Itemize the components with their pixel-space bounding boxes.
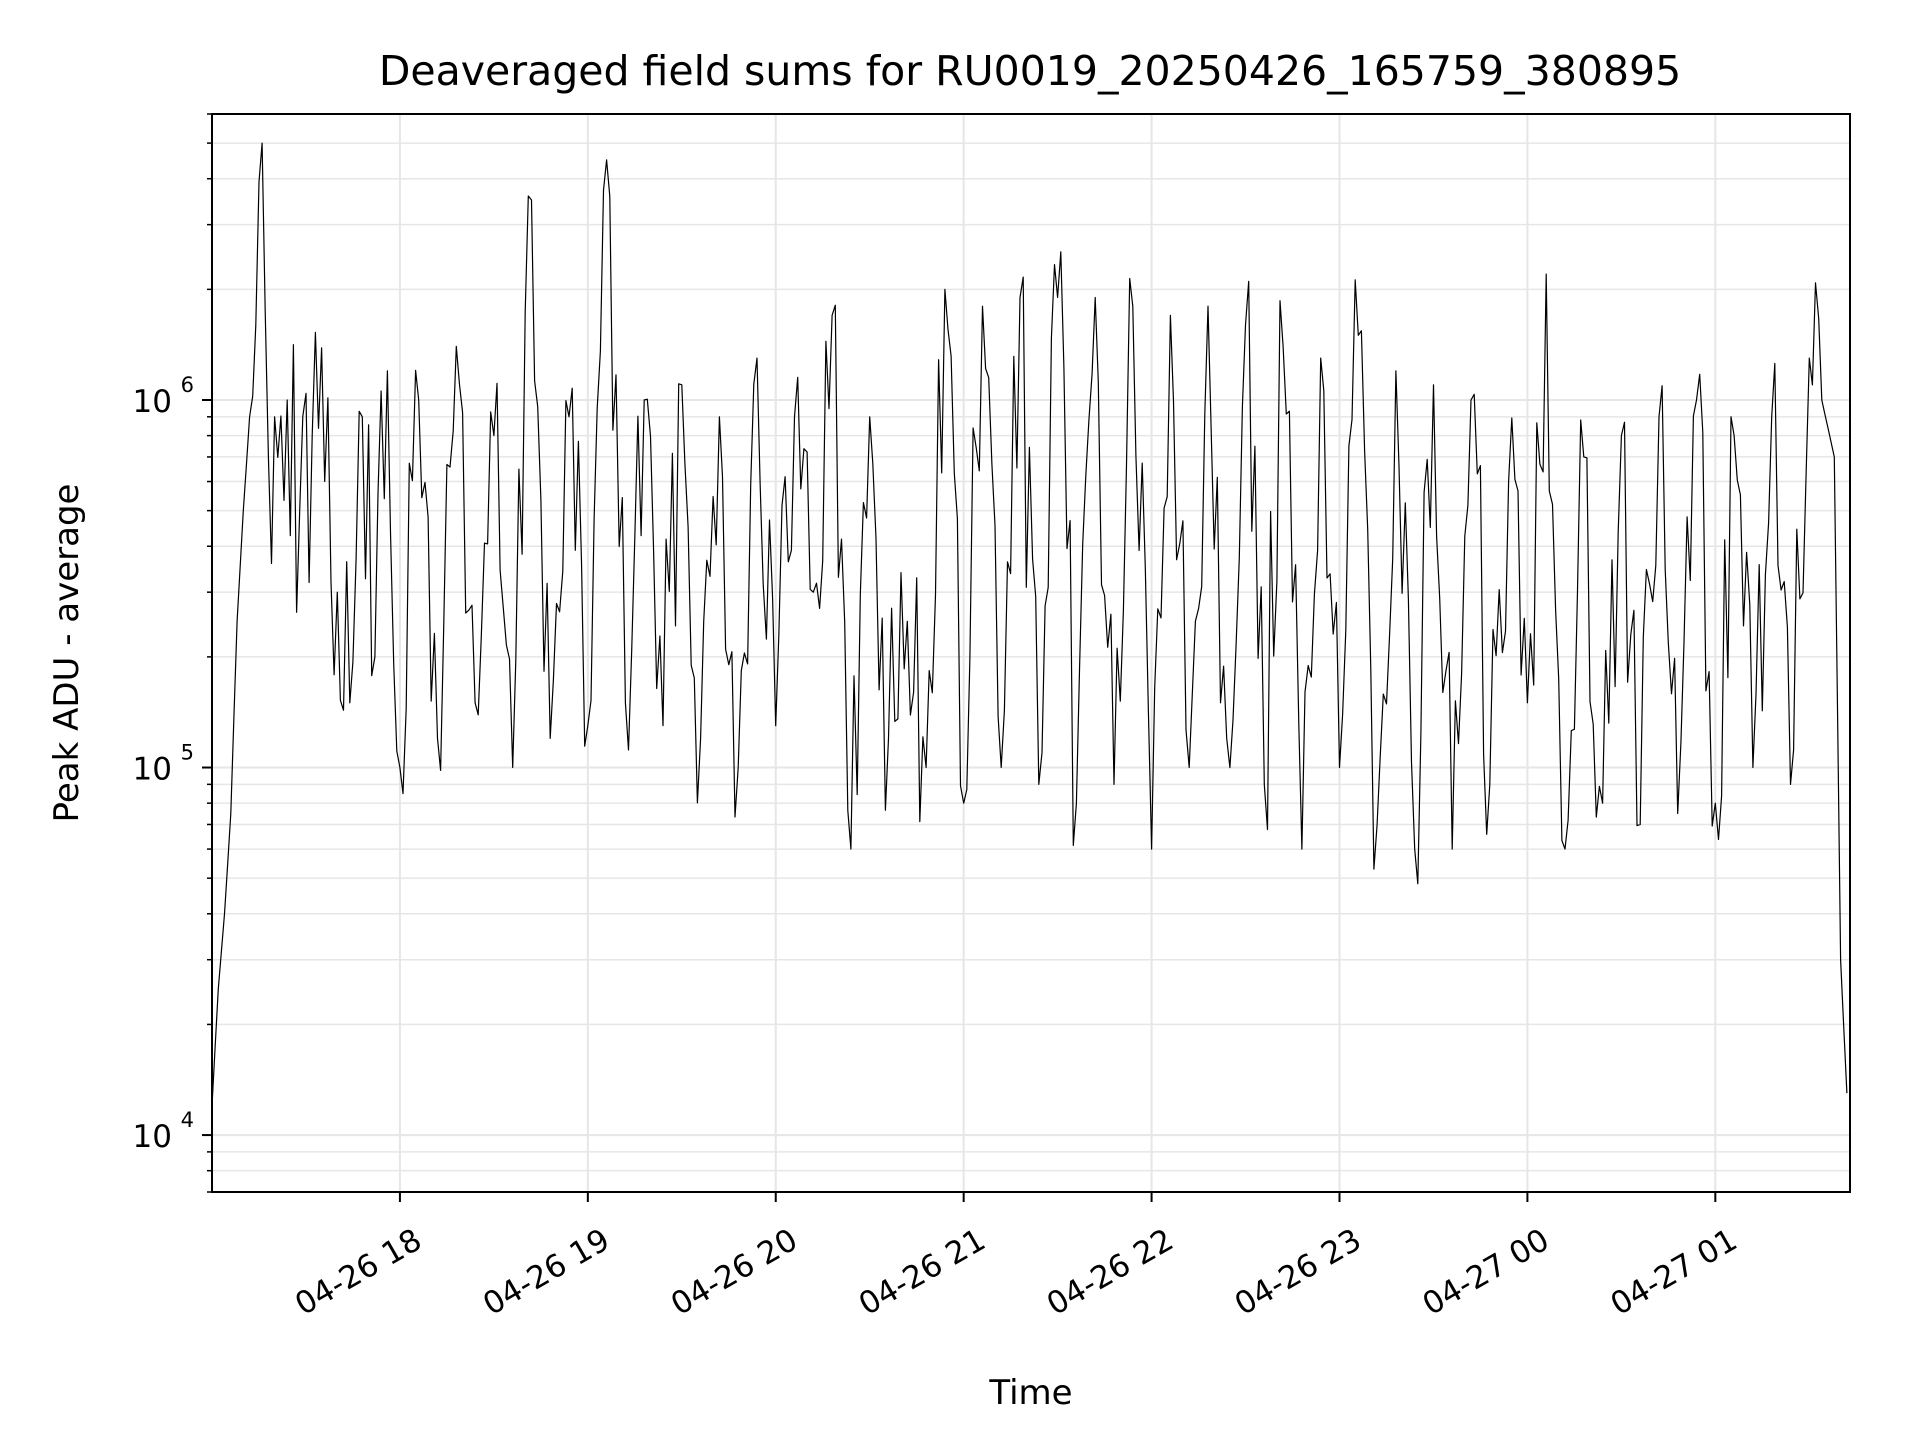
y-tick-exponent: 6 bbox=[181, 373, 194, 397]
y-axis-label: Peak ADU - average bbox=[47, 484, 87, 823]
y-tick-label: 10 bbox=[133, 752, 172, 788]
x-axis-label: Time bbox=[988, 1373, 1072, 1413]
plot-frame bbox=[211, 113, 1851, 1193]
y-axis-ticks: 10 4 10 5 10 6 bbox=[133, 113, 212, 1193]
plot-area bbox=[211, 142, 1848, 1107]
y-tick-exponent: 4 bbox=[181, 1108, 194, 1132]
y-tick-label: 10 bbox=[133, 384, 172, 420]
y-tick-label: 10 bbox=[133, 1119, 172, 1155]
y-tick-exponent: 5 bbox=[181, 741, 194, 765]
series-line bbox=[211, 142, 1848, 1107]
chart-title: Deaveraged field sums for RU0019_2025042… bbox=[379, 47, 1681, 95]
grid bbox=[212, 113, 1850, 1193]
